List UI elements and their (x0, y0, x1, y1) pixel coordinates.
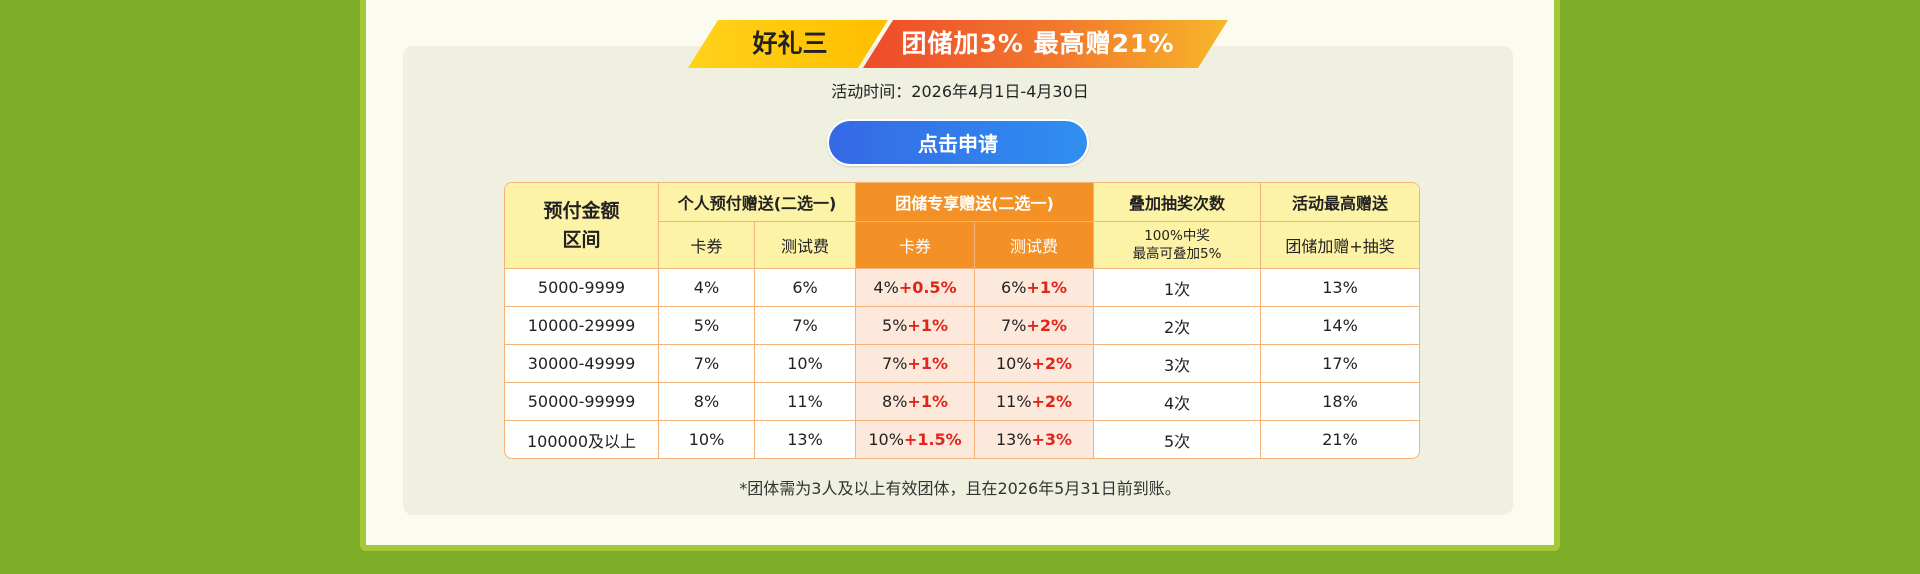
header-amount-range: 预付金额 区间 (505, 183, 659, 269)
cell-team-fee: 6%+1% (975, 269, 1095, 307)
cell-lottery: 4次 (1094, 383, 1262, 421)
table-header-row: 预付金额 区间 个人预付赠送(二选一) 团储专享赠送(二选一) 叠加抽奖次数 活… (505, 183, 1420, 269)
team-fee-base: 10% (995, 354, 1032, 373)
team-card-base: 8% (882, 392, 908, 411)
team-fee-bonus: +2% (1026, 316, 1067, 335)
cell-team-card: 8%+1% (856, 383, 976, 421)
cell-team-card: 10%+1.5% (856, 421, 976, 458)
cell-personal-fee: 11% (755, 383, 857, 421)
cell-max: 17% (1261, 345, 1420, 383)
cell-team-fee: 11%+2% (975, 383, 1095, 421)
team-card-bonus: +1.5% (903, 430, 962, 449)
cell-personal-card: 4% (659, 269, 755, 307)
cell-max: 21% (1322, 430, 1358, 449)
cell-team-fee: 7%+2% (975, 307, 1095, 345)
cell-max: 18% (1261, 383, 1420, 421)
cell-range: 5000-9999 (505, 269, 659, 307)
team-card-base: 7% (882, 354, 908, 373)
subheader-personal-card: 卡券 (659, 222, 755, 269)
team-card-bonus: +1% (907, 354, 948, 373)
subheader-team-fee: 测试费 (975, 222, 1095, 269)
team-fee-base: 7% (1001, 316, 1027, 335)
team-fee-base: 13% (995, 430, 1032, 449)
team-fee-base: 11% (995, 392, 1032, 411)
cell-range: 100000及以上 (505, 421, 659, 458)
rates-table: 预付金额 区间 个人预付赠送(二选一) 团储专享赠送(二选一) 叠加抽奖次数 活… (504, 182, 1421, 459)
table-row: 5000-9999 4% 6% 4%+0.5% 6%+1% 1次 13% (505, 269, 1420, 307)
team-card-base: 10% (868, 430, 904, 449)
banner-right-tag (863, 20, 1228, 68)
header-team-group: 团储专享赠送(二选一) (856, 183, 1095, 222)
team-fee-bonus: +2% (1031, 354, 1073, 373)
cell-lottery: 1次 (1094, 269, 1262, 307)
cell-team-card: 4%+0.5% (856, 269, 976, 307)
cell-team-card: 7%+1% (856, 345, 976, 383)
cell-personal-fee: 10% (755, 345, 857, 383)
cell-lottery: 2次 (1094, 307, 1262, 345)
cell-personal-card: 7% (659, 345, 755, 383)
cell-max: 14% (1261, 307, 1420, 345)
team-card-base: 5% (882, 316, 908, 335)
subheader-max: 团储加赠+抽奖 (1261, 222, 1420, 269)
table-row: 100000及以上 10% 13% 10%+1.5% 13%+3% 5次 21% (505, 421, 1419, 458)
table-subheader-row: 卡券 测试费 卡券 测试费 100%中奖 最高可叠加5% 团储加赠+抽奖 (505, 222, 1420, 269)
cell-lottery: 5次 (1094, 421, 1262, 458)
subheader-personal-fee: 测试费 (755, 222, 857, 269)
cell-team-card: 5%+1% (856, 307, 976, 345)
cell-personal-fee: 6% (755, 269, 857, 307)
cell-personal-fee: 13% (755, 421, 857, 458)
cell-range: 50000-99999 (505, 383, 659, 421)
cell-range: 30000-49999 (505, 345, 659, 383)
header-personal-group: 个人预付赠送(二选一) (659, 183, 857, 222)
team-card-bonus: +0.5% (898, 278, 957, 297)
team-fee-bonus: +3% (1031, 430, 1073, 449)
team-card-base: 4% (873, 278, 899, 297)
promo-banner: 好礼三 团储加3% 最高赠21% (688, 20, 1228, 68)
table-row: 10000-29999 5% 7% 5%+1% 7%+2% 2次 14% (505, 307, 1420, 345)
header-max-group: 活动最高赠送 (1261, 183, 1420, 222)
apply-button[interactable]: 点击申请 (827, 119, 1089, 166)
banner-headline: 团储加3% 最高赠21% (901, 29, 1175, 58)
subheader-lottery-line1: 100%中奖 (1144, 228, 1210, 244)
team-fee-bonus: +1% (1026, 278, 1067, 297)
cell-team-fee: 13%+3% (975, 421, 1095, 458)
team-card-bonus: +1% (907, 316, 948, 335)
subheader-lottery-line2: 最高可叠加5% (1132, 246, 1222, 262)
table-row: 50000-99999 8% 11% 8%+1% 11%+2% 4次 18% (505, 383, 1420, 421)
team-fee-base: 6% (1001, 278, 1027, 297)
cell-personal-card: 8% (659, 383, 755, 421)
subheader-team-card: 卡券 (856, 222, 976, 269)
subheader-lottery: 100%中奖 最高可叠加5% (1094, 222, 1262, 269)
footnote: *团体需为3人及以上有效团体，且在2026年5月31日前到账。 (739, 479, 1181, 498)
header-amount-line2: 区间 (562, 228, 601, 251)
cell-range: 10000-29999 (505, 307, 659, 345)
cell-lottery: 3次 (1094, 345, 1262, 383)
cell-team-fee: 10%+2% (975, 345, 1095, 383)
table-row: 30000-49999 7% 10% 7%+1% 10%+2% 3次 17% (505, 345, 1420, 383)
team-fee-bonus: +2% (1031, 392, 1073, 411)
activity-time: 活动时间：2026年4月1日-4月30日 (831, 82, 1089, 101)
header-lottery-group: 叠加抽奖次数 (1094, 183, 1262, 222)
cell-personal-card: 10% (659, 421, 755, 458)
banner-gift-title: 好礼三 (752, 29, 828, 58)
cell-max: 13% (1261, 269, 1420, 307)
team-card-bonus: +1% (907, 392, 948, 411)
cell-personal-fee: 7% (755, 307, 857, 345)
header-amount-line1: 预付金额 (543, 199, 620, 222)
cell-personal-card: 5% (659, 307, 755, 345)
banner-left-tag (688, 20, 888, 68)
